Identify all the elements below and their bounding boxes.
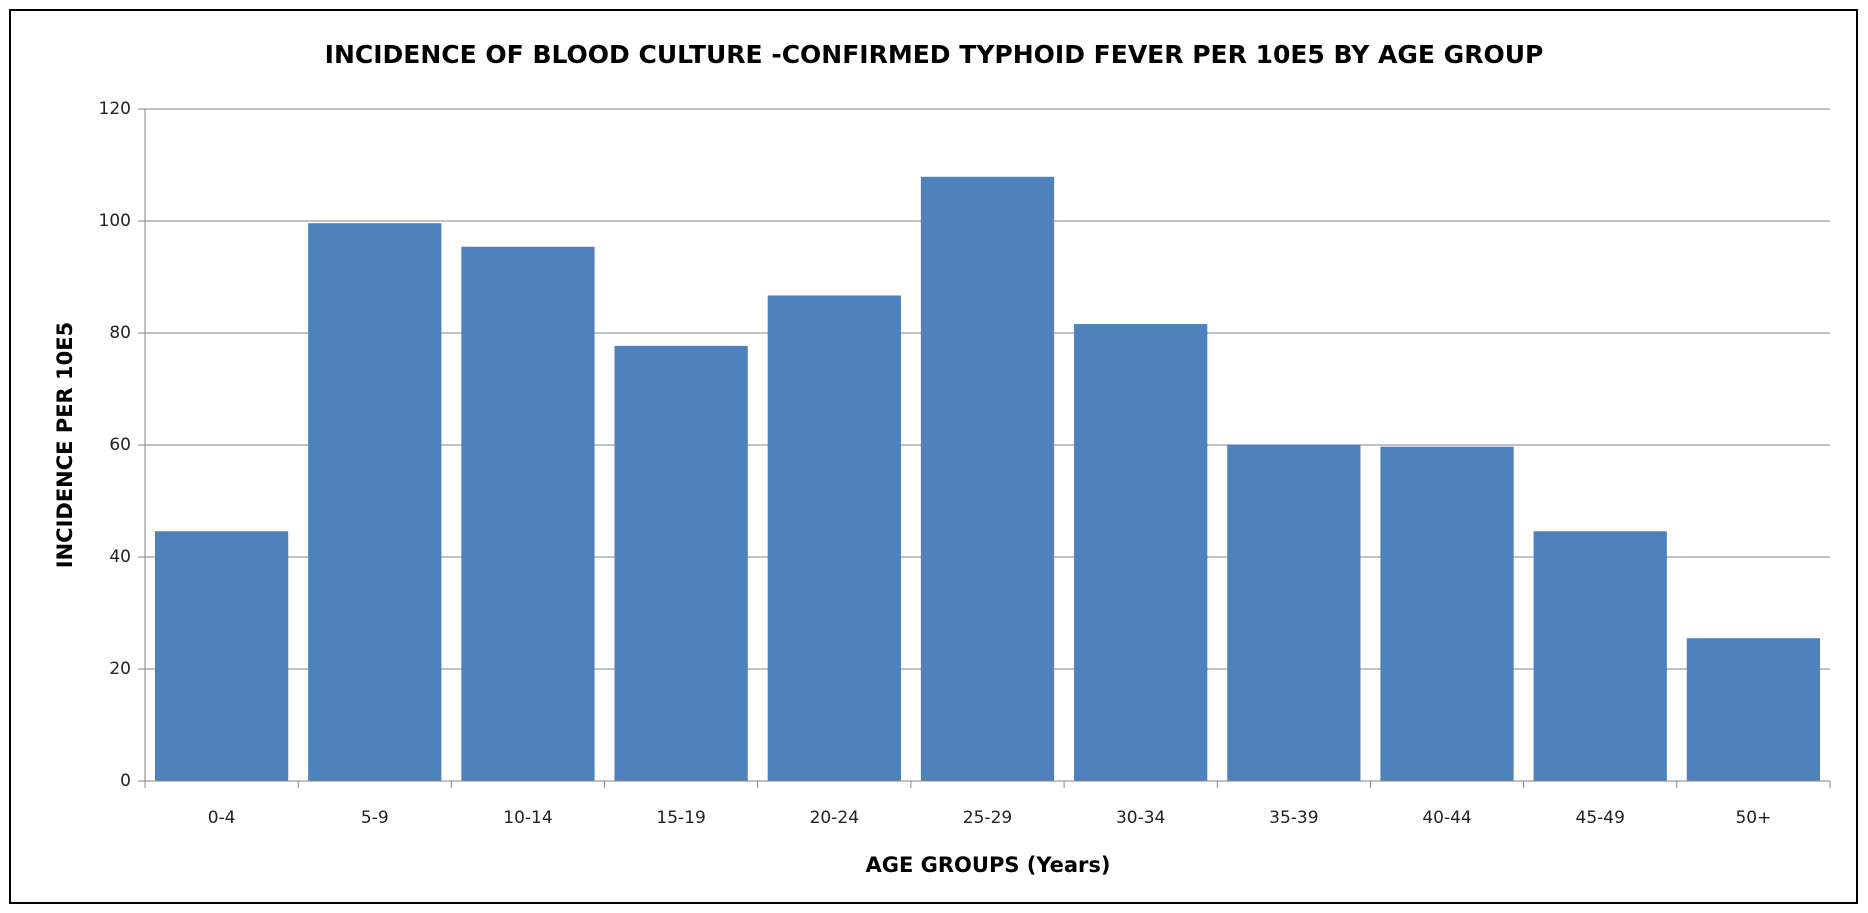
bar <box>1074 324 1208 781</box>
bar <box>308 223 442 782</box>
bar <box>461 246 595 781</box>
x-tick-label: 0-4 <box>208 808 236 828</box>
x-tick-label: 30-34 <box>1116 808 1165 828</box>
y-tick-label: 80 <box>109 323 131 343</box>
y-tick-label: 20 <box>109 659 131 679</box>
bar <box>1380 446 1514 781</box>
x-tick-label: 45-49 <box>1576 808 1625 828</box>
bar <box>1533 531 1667 781</box>
x-tick-label: 20-24 <box>810 808 859 828</box>
x-tick-label: 40-44 <box>1422 808 1471 828</box>
y-tick-label: 0 <box>120 771 131 791</box>
chart-title: INCIDENCE OF BLOOD CULTURE -CONFIRMED TY… <box>325 40 1544 69</box>
x-tick-label: 10-14 <box>503 808 552 828</box>
bar <box>614 345 748 781</box>
x-tick-label: 15-19 <box>656 808 705 828</box>
x-tick-label: 35-39 <box>1269 808 1318 828</box>
y-tick-label: 100 <box>99 211 131 231</box>
y-tick-label: 120 <box>99 99 131 119</box>
y-axis-title: INCIDENCE PER 10E5 <box>53 322 77 568</box>
bar <box>1686 638 1821 781</box>
x-tick-label: 5-9 <box>361 808 389 828</box>
bar <box>767 295 901 781</box>
y-tick-label: 40 <box>109 547 131 567</box>
bar <box>920 176 1055 781</box>
y-tick-label: 60 <box>109 435 131 455</box>
x-axis-title: AGE GROUPS (Years) <box>865 853 1110 877</box>
x-tick-label: 50+ <box>1735 808 1771 828</box>
bar <box>154 531 289 781</box>
bar <box>1227 444 1361 781</box>
x-tick-label: 25-29 <box>963 808 1012 828</box>
